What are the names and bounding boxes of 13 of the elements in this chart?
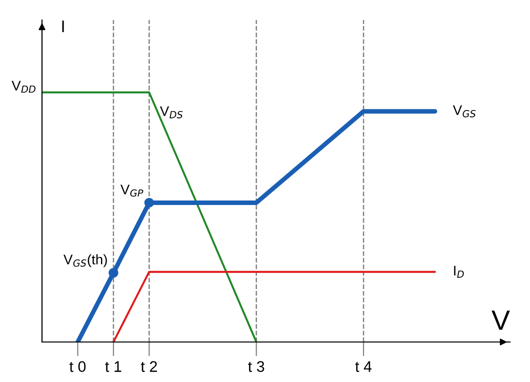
x-axis-title: V (492, 310, 510, 330)
annotation: V$_{GS}$(th) (64, 254, 107, 268)
x-tick-label: t 1 (105, 361, 122, 372)
x-tick-label: t 3 (248, 361, 264, 372)
x-tick-label: t 2 (140, 361, 157, 372)
series-label: V$_{GS}$ (452, 105, 476, 118)
series-label: I$_{D}$ (454, 266, 464, 278)
x-tick-label: t 0 (69, 361, 86, 372)
text: V$_{DD}$ (12, 80, 36, 93)
y-axis-title: I (62, 20, 64, 32)
x-tick-label: t 4 (355, 361, 372, 372)
series-label: V$_{DS}$ (160, 106, 183, 118)
annotation: V$_{GP}$ (120, 184, 144, 197)
